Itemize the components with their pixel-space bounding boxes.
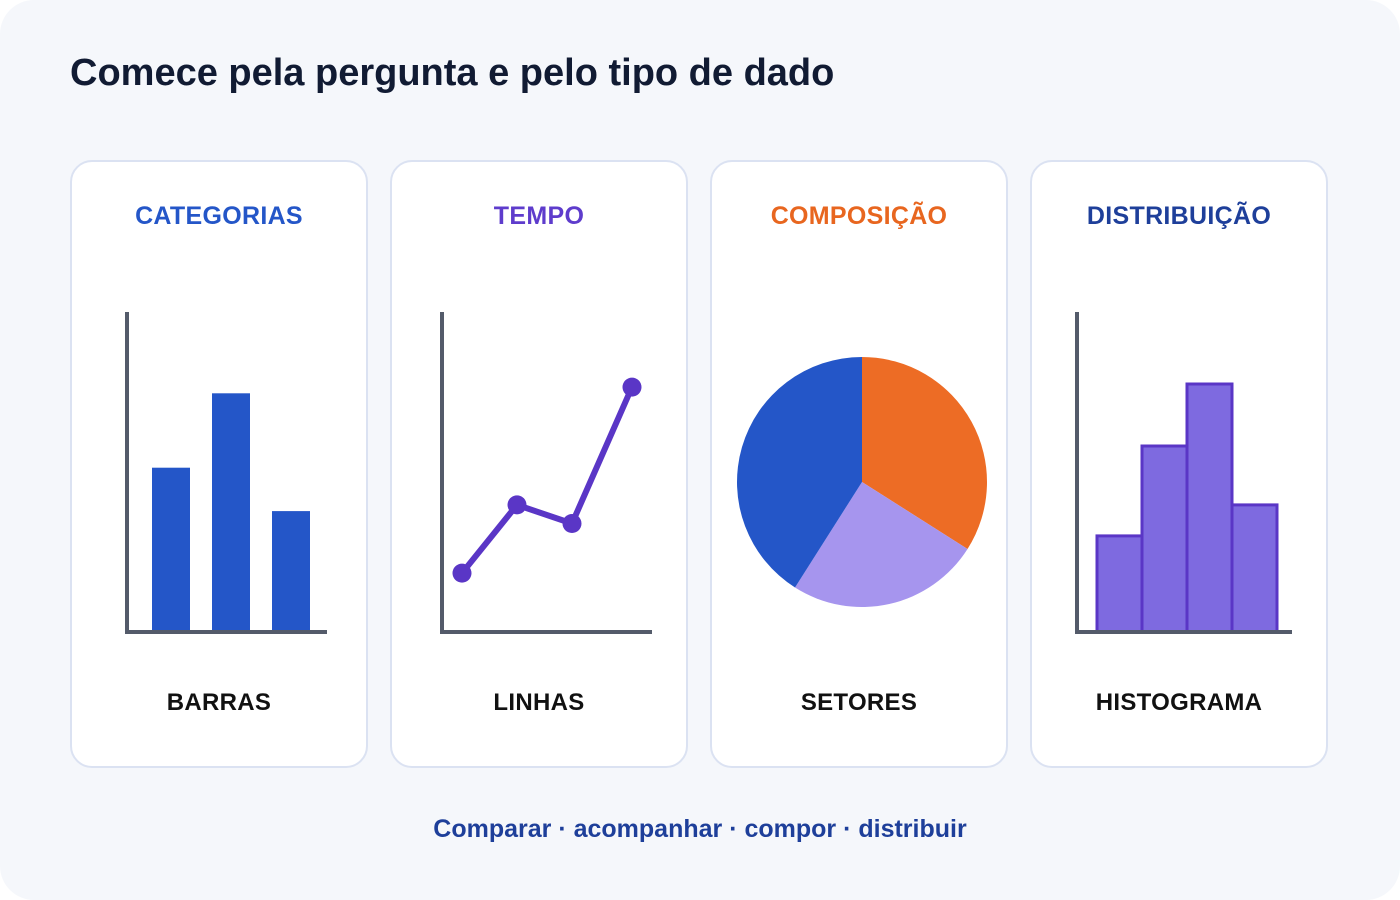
line-chart-icon (440, 312, 652, 634)
card-label: SETORES (800, 689, 918, 716)
histogram-axes (1075, 312, 1292, 634)
line-point (622, 377, 642, 397)
histogram-bin (1230, 503, 1279, 634)
line-series (459, 385, 635, 575)
pie-slice (862, 357, 988, 549)
bar (212, 393, 250, 632)
card-distribuicao: DISTRIBUIÇÃO HISTOGRAMA (1030, 160, 1328, 768)
card-heading: CATEGORIAS (135, 202, 303, 230)
line-point (452, 563, 472, 583)
card-heading: TEMPO (493, 202, 585, 230)
page-title: Comece pela pergunta e pelo tipo de dado (70, 52, 835, 94)
card-composicao: COMPOSIÇÃO SETORES (710, 160, 1008, 768)
line-point (562, 514, 582, 533)
pie-chart-icon (736, 357, 988, 608)
footer-caption: Comparar · acompanhar · compor · distrib… (433, 815, 967, 843)
card-label: HISTOGRAMA (1095, 689, 1263, 716)
card-heading: DISTRIBUIÇÃO (1086, 202, 1272, 230)
card-label: LINHAS (493, 689, 585, 716)
bar (152, 467, 190, 632)
card-label: BARRAS (166, 689, 272, 716)
bar-axes (125, 312, 327, 634)
card-heading: COMPOSIÇÃO (770, 202, 948, 230)
histogram-bin (1095, 534, 1144, 634)
card-tempo: TEMPO LINHAS (390, 160, 688, 768)
bar (272, 511, 310, 632)
bar-chart-icon (125, 312, 327, 634)
histogram-bin (1140, 444, 1189, 634)
line-point (507, 495, 527, 515)
pie-slice (795, 482, 968, 608)
histogram-icon (1075, 312, 1292, 634)
card-categorias: CATEGORIAS BARRAS (70, 160, 368, 768)
pie-slice (736, 357, 862, 588)
line-axes (440, 312, 652, 634)
histogram-bin (1185, 382, 1234, 634)
